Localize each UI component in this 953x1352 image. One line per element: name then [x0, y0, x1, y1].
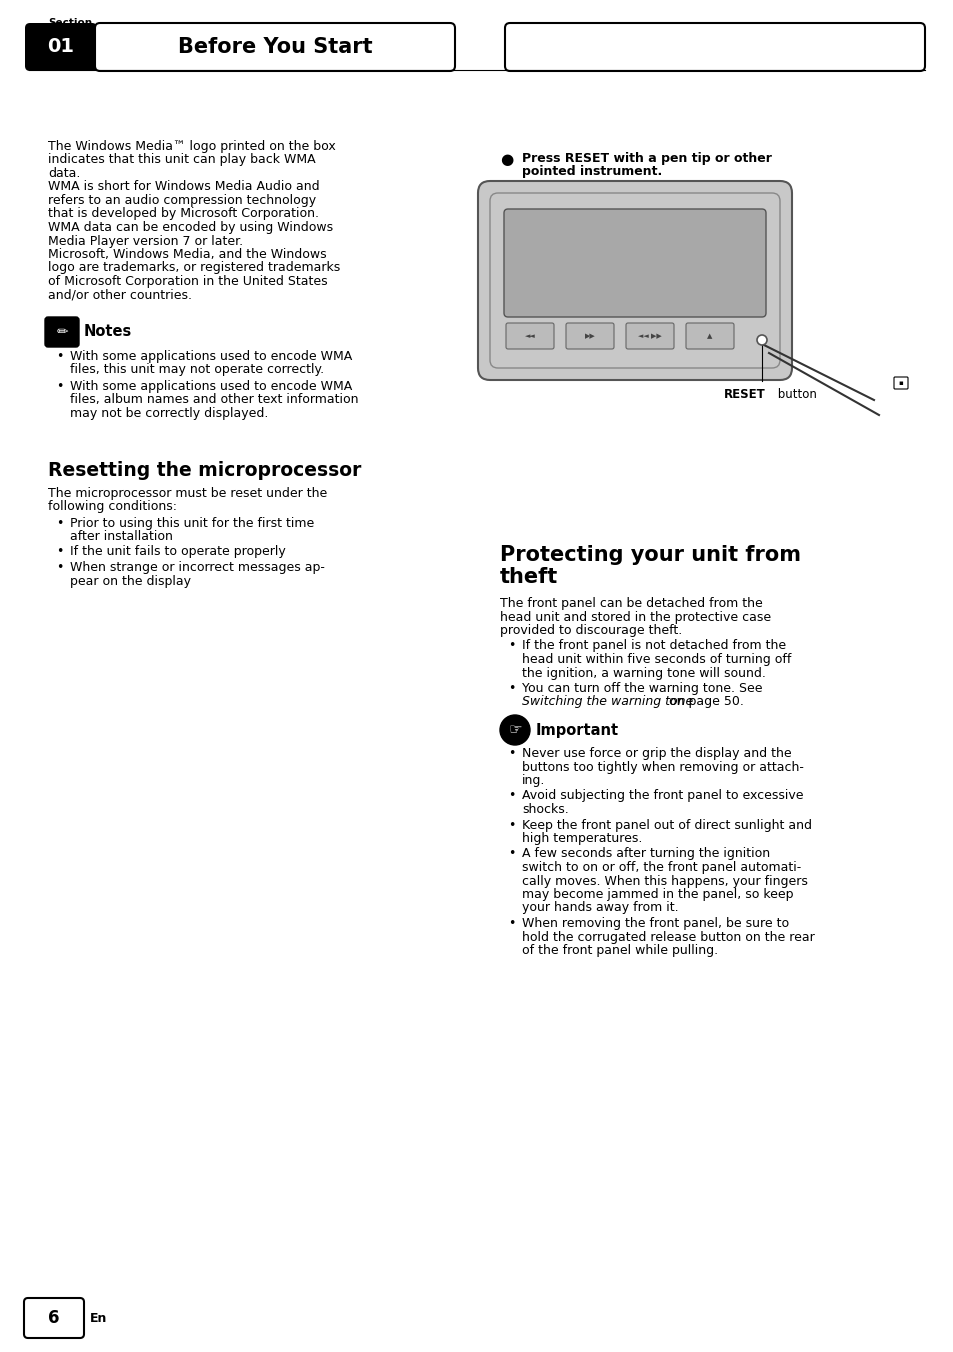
Text: Before You Start: Before You Start — [177, 37, 372, 57]
Text: shocks.: shocks. — [521, 803, 568, 817]
Text: pear on the display: pear on the display — [70, 575, 191, 588]
Text: on page 50.: on page 50. — [664, 695, 743, 708]
Text: that is developed by Microsoft Corporation.: that is developed by Microsoft Corporati… — [48, 207, 318, 220]
Text: With some applications used to encode WMA: With some applications used to encode WM… — [70, 380, 352, 393]
Text: En: En — [90, 1311, 108, 1325]
Text: Avoid subjecting the front panel to excessive: Avoid subjecting the front panel to exce… — [521, 790, 802, 803]
Text: following conditions:: following conditions: — [48, 500, 177, 512]
Text: •: • — [56, 561, 63, 575]
Text: WMA data can be encoded by using Windows: WMA data can be encoded by using Windows — [48, 220, 333, 234]
Text: head unit and stored in the protective case: head unit and stored in the protective c… — [499, 611, 770, 623]
FancyBboxPatch shape — [45, 316, 79, 347]
FancyBboxPatch shape — [504, 23, 924, 72]
Text: You can turn off the warning tone. See: You can turn off the warning tone. See — [521, 681, 761, 695]
FancyBboxPatch shape — [505, 323, 554, 349]
Text: •: • — [507, 917, 515, 930]
Text: and/or other countries.: and/or other countries. — [48, 288, 192, 301]
Text: Press RESET with a pen tip or other: Press RESET with a pen tip or other — [521, 151, 771, 165]
Text: Prior to using this unit for the first time: Prior to using this unit for the first t… — [70, 516, 314, 530]
Text: •: • — [56, 350, 63, 362]
Text: When strange or incorrect messages ap-: When strange or incorrect messages ap- — [70, 561, 325, 575]
FancyBboxPatch shape — [503, 210, 765, 316]
Text: Section: Section — [48, 18, 92, 28]
Text: Media Player version 7 or later.: Media Player version 7 or later. — [48, 234, 243, 247]
FancyBboxPatch shape — [24, 1298, 84, 1338]
Text: data.: data. — [48, 168, 80, 180]
Text: ✏: ✏ — [56, 324, 68, 339]
FancyBboxPatch shape — [25, 23, 97, 72]
Text: ◄◄ ▶▶: ◄◄ ▶▶ — [638, 333, 661, 339]
Text: refers to an audio compression technology: refers to an audio compression technolog… — [48, 193, 315, 207]
Text: logo are trademarks, or registered trademarks: logo are trademarks, or registered trade… — [48, 261, 340, 274]
Text: Never use force or grip the display and the: Never use force or grip the display and … — [521, 748, 791, 760]
Text: •: • — [56, 545, 63, 558]
Text: your hands away from it.: your hands away from it. — [521, 902, 678, 914]
Text: Keep the front panel out of direct sunlight and: Keep the front panel out of direct sunli… — [521, 818, 811, 831]
FancyBboxPatch shape — [477, 181, 791, 380]
Text: provided to discourage theft.: provided to discourage theft. — [499, 625, 681, 637]
Text: switch to on or off, the front panel automati-: switch to on or off, the front panel aut… — [521, 861, 801, 873]
Text: •: • — [507, 848, 515, 860]
Text: ▶▶: ▶▶ — [584, 333, 595, 339]
Text: button: button — [773, 388, 816, 402]
FancyBboxPatch shape — [95, 23, 455, 72]
Text: theft: theft — [499, 566, 558, 587]
Text: hold the corrugated release button on the rear: hold the corrugated release button on th… — [521, 930, 814, 944]
Text: Resetting the microprocessor: Resetting the microprocessor — [48, 461, 361, 480]
Text: indicates that this unit can play back WMA: indicates that this unit can play back W… — [48, 154, 315, 166]
Text: after installation: after installation — [70, 530, 172, 544]
Text: Protecting your unit from: Protecting your unit from — [499, 545, 801, 565]
Text: high temperatures.: high temperatures. — [521, 831, 641, 845]
Text: ▲: ▲ — [706, 333, 712, 339]
Text: With some applications used to encode WMA: With some applications used to encode WM… — [70, 350, 352, 362]
Text: •: • — [507, 681, 515, 695]
Text: The front panel can be detached from the: The front panel can be detached from the — [499, 598, 762, 610]
Text: •: • — [507, 748, 515, 760]
Text: •: • — [56, 380, 63, 393]
Text: When removing the front panel, be sure to: When removing the front panel, be sure t… — [521, 917, 788, 930]
Text: ●: ● — [499, 151, 513, 168]
Text: ◄◄: ◄◄ — [524, 333, 535, 339]
Text: ▪: ▪ — [898, 380, 902, 387]
Circle shape — [499, 715, 530, 745]
Text: •: • — [56, 516, 63, 530]
Text: ☞: ☞ — [508, 722, 521, 737]
Text: files, this unit may not operate correctly.: files, this unit may not operate correct… — [70, 364, 324, 376]
Text: of the front panel while pulling.: of the front panel while pulling. — [521, 944, 718, 957]
Text: buttons too tightly when removing or attach-: buttons too tightly when removing or att… — [521, 760, 803, 773]
FancyBboxPatch shape — [685, 323, 733, 349]
Text: Switching the warning tone: Switching the warning tone — [521, 695, 693, 708]
Text: •: • — [507, 790, 515, 803]
Text: may not be correctly displayed.: may not be correctly displayed. — [70, 407, 268, 420]
Text: 6: 6 — [49, 1309, 60, 1328]
Text: 01: 01 — [48, 38, 74, 57]
Text: A few seconds after turning the ignition: A few seconds after turning the ignition — [521, 848, 769, 860]
Text: the ignition, a warning tone will sound.: the ignition, a warning tone will sound. — [521, 667, 765, 680]
Text: ing.: ing. — [521, 773, 545, 787]
Text: The microprocessor must be reset under the: The microprocessor must be reset under t… — [48, 487, 327, 499]
Text: The Windows Media™ logo printed on the box: The Windows Media™ logo printed on the b… — [48, 141, 335, 153]
Text: •: • — [507, 639, 515, 653]
Text: Important: Important — [536, 722, 618, 737]
Text: •: • — [507, 818, 515, 831]
FancyBboxPatch shape — [625, 323, 673, 349]
Text: cally moves. When this happens, your fingers: cally moves. When this happens, your fin… — [521, 875, 807, 887]
FancyBboxPatch shape — [565, 323, 614, 349]
Text: If the unit fails to operate properly: If the unit fails to operate properly — [70, 545, 286, 558]
Text: may become jammed in the panel, so keep: may become jammed in the panel, so keep — [521, 888, 793, 900]
Text: If the front panel is not detached from the: If the front panel is not detached from … — [521, 639, 785, 653]
Text: Microsoft, Windows Media, and the Windows: Microsoft, Windows Media, and the Window… — [48, 247, 326, 261]
Text: Notes: Notes — [84, 324, 132, 339]
Text: WMA is short for Windows Media Audio and: WMA is short for Windows Media Audio and — [48, 181, 319, 193]
Circle shape — [757, 335, 766, 345]
FancyBboxPatch shape — [893, 377, 907, 389]
Text: RESET: RESET — [723, 388, 765, 402]
Text: of Microsoft Corporation in the United States: of Microsoft Corporation in the United S… — [48, 274, 327, 288]
Text: pointed instrument.: pointed instrument. — [521, 165, 661, 178]
Text: head unit within five seconds of turning off: head unit within five seconds of turning… — [521, 653, 791, 667]
Text: files, album names and other text information: files, album names and other text inform… — [70, 393, 358, 407]
